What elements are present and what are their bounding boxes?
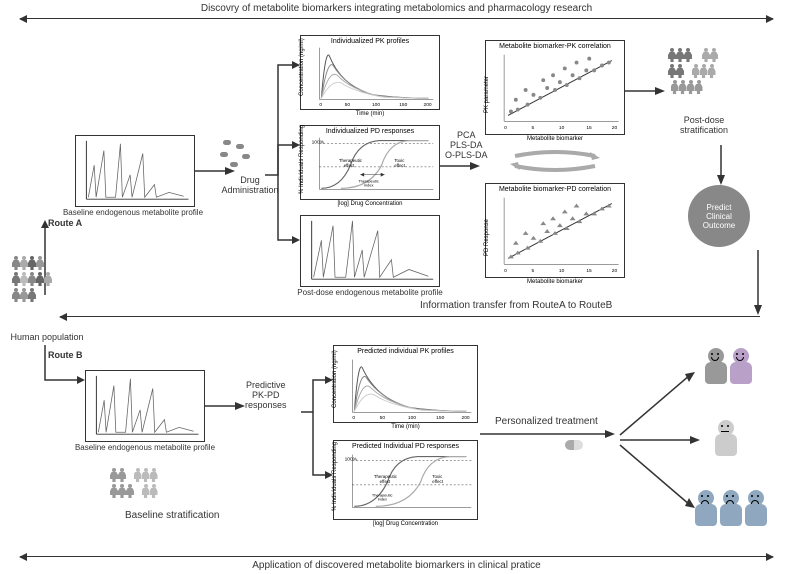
baseline-chart-a-label: Baseline endogenous metabolite profile — [58, 208, 208, 217]
corr-pk-y: PK parameter — [484, 76, 490, 113]
pk-chart: Individualized PK profiles 050100150200 … — [300, 35, 440, 110]
svg-text:5: 5 — [532, 268, 535, 274]
arrow-to-postdose-strat — [625, 85, 665, 97]
svg-text:50: 50 — [380, 415, 386, 421]
pd-y-label: % Individuals Responding — [299, 125, 305, 194]
route-a-label: Route A — [48, 218, 82, 228]
corr-pd-title: Metabolite biomarker-PD correlation — [486, 186, 624, 193]
outcome-neutral — [715, 420, 737, 456]
outcome-sad-1 — [695, 490, 717, 526]
arrow-to-predictive — [205, 400, 245, 412]
svg-text:effect: effect — [394, 163, 405, 168]
arrow-strat-to-predict — [715, 145, 727, 185]
arrow-to-stats — [440, 160, 480, 172]
svg-text:200: 200 — [462, 415, 470, 421]
corr-pk-chart: Metabolite biomarker-PK correlation 0 5 10… — [485, 40, 625, 135]
pk-y-label: Concentration (ng/ml) — [299, 38, 305, 96]
svg-text:200: 200 — [424, 102, 432, 108]
corr-pd-chart: Metabolite biomarker-PD correlation 0 5 10… — [485, 183, 625, 278]
personalized-pill-icon — [565, 440, 583, 450]
postdose-chart — [300, 215, 440, 287]
pred-pd-y: % Individuals Responding — [332, 442, 338, 511]
pk-chart-title: Individualized PK profiles — [301, 38, 439, 45]
pred-pd-x: [log] Drug Concentration — [334, 521, 477, 527]
pred-pk-x: Time (min) — [334, 424, 477, 430]
pred-pd-chart: Predicted Individual PD responses Therap… — [333, 440, 478, 520]
corr-pk-x: Metabolite biomarker — [486, 136, 624, 142]
outcome-sad-2 — [720, 490, 742, 526]
svg-text:0: 0 — [319, 102, 322, 108]
svg-text:15: 15 — [586, 268, 592, 274]
svg-text:index: index — [378, 496, 387, 501]
postdose-strat-icon — [668, 50, 748, 98]
pred-pk-title: Predicted individual PK profiles — [334, 348, 477, 355]
svg-text:0: 0 — [504, 125, 507, 131]
svg-text:100: 100 — [372, 102, 380, 108]
svg-text:effect: effect — [344, 163, 355, 168]
arrow-pred-branch — [298, 360, 333, 500]
pd-x-label: [log] Drug Concentration — [301, 201, 439, 207]
pred-pd-title: Predicted Individual PD responses — [334, 443, 477, 450]
corr-pd-y: PD Response — [484, 219, 490, 256]
svg-text:0: 0 — [352, 415, 355, 421]
mid-transfer-arrow — [60, 316, 760, 317]
bottom-banner-text: Application of discovered metabolite bio… — [0, 560, 793, 571]
svg-text:5: 5 — [532, 125, 535, 131]
corr-pd-x: Metabolite biomarker — [486, 279, 624, 285]
svg-text:150: 150 — [436, 415, 444, 421]
postdose-chart-label: Post-dose endogenous metabolite profile — [285, 288, 455, 297]
mid-banner-text: Information transfer from RouteA to Rout… — [420, 300, 612, 311]
personalized-label: Personalized treatment — [495, 416, 598, 427]
svg-text:effect: effect — [380, 479, 391, 484]
outcome-happy-1 — [705, 348, 727, 384]
arrow-to-personalized — [480, 428, 615, 440]
svg-text:effect: effect — [432, 479, 443, 484]
stats-label: PCA PLS-DA O-PLS-DA — [445, 130, 488, 160]
human-population-icon — [12, 258, 72, 306]
top-banner-text: Discovry of metabolite biomarkers integr… — [0, 3, 793, 14]
fanout-arrows — [615, 360, 705, 520]
svg-text:50: 50 — [345, 102, 351, 108]
pred-pk-y: Concentration (ng/ml) — [332, 350, 338, 408]
branch-arrows — [260, 45, 300, 265]
baseline-strat-label: Baseline stratification — [125, 510, 220, 521]
predict-label: Predict Clinical Outcome — [703, 203, 735, 230]
svg-text:10: 10 — [559, 125, 565, 131]
svg-text:100: 100 — [408, 415, 416, 421]
outcome-sad-3 — [745, 490, 767, 526]
top-double-arrow — [20, 18, 773, 19]
route-b-arrow — [35, 340, 85, 400]
bottom-double-arrow — [20, 556, 773, 557]
postdose-strat-label: Post-dose stratification — [680, 115, 728, 135]
corr-pk-title: Metabolite biomarker-PK correlation — [486, 43, 624, 50]
svg-text:100%: 100% — [345, 457, 358, 463]
baseline-strat-icon — [110, 470, 190, 502]
svg-text:20: 20 — [612, 268, 618, 274]
pd-chart-title: Individualized PD responses — [301, 128, 439, 135]
svg-text:0: 0 — [504, 268, 507, 274]
pd-chart: Individualized PD responses Therapeutic … — [300, 125, 440, 200]
baseline-chart-a — [75, 135, 195, 207]
svg-text:15: 15 — [586, 125, 592, 131]
baseline-chart-b-label: Baseline endogenous metabolite profile — [70, 443, 220, 452]
svg-text:150: 150 — [399, 102, 407, 108]
svg-text:100%: 100% — [312, 140, 325, 146]
svg-text:10: 10 — [559, 268, 565, 274]
predictive-label: Predictive PK-PD responses — [245, 380, 287, 410]
pred-pk-chart: Predicted individual PK profiles 0 50 100 1… — [333, 345, 478, 423]
outcome-happy-2 — [730, 348, 752, 384]
pk-x-label: Time (min) — [301, 111, 439, 117]
arrow-predict-to-mid — [752, 250, 764, 315]
cycle-arrows — [500, 150, 610, 172]
svg-text:20: 20 — [612, 125, 618, 131]
baseline-chart-b — [85, 370, 205, 442]
svg-text:index: index — [364, 182, 373, 187]
route-b-label: Route B — [48, 350, 83, 360]
predict-outcome-node: Predict Clinical Outcome — [688, 185, 750, 247]
drug-pills-icon — [218, 140, 258, 170]
